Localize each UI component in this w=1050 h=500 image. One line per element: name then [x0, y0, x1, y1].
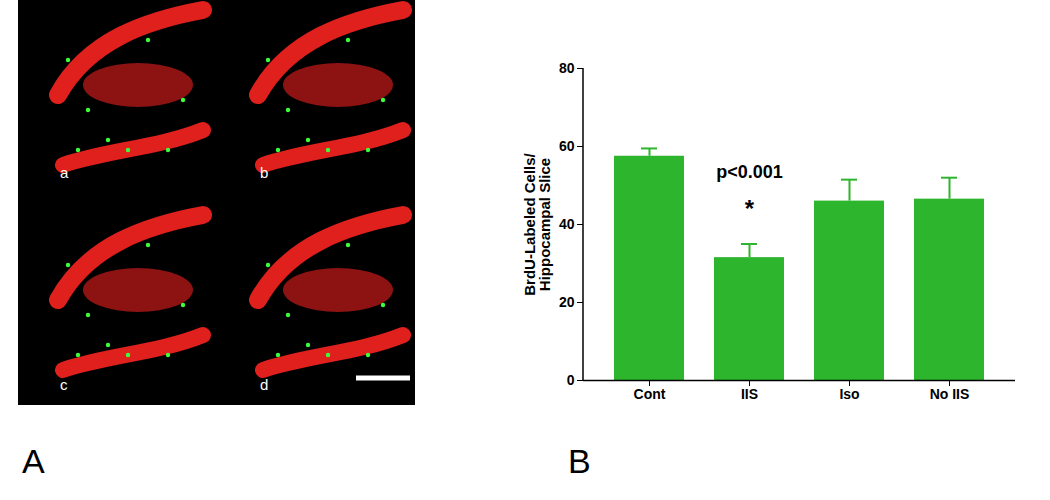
html-text:B: B — [568, 442, 591, 480]
svg-text:60: 60 — [559, 138, 575, 154]
svg-text:Cont: Cont — [634, 386, 666, 402]
svg-text:0: 0 — [567, 372, 575, 388]
svg-text:BrdU-Labeled Cells/Hippocampal: BrdU-Labeled Cells/Hippocampal Slice — [521, 152, 553, 295]
svg-text:d: d — [260, 376, 268, 393]
svg-text:80: 80 — [559, 60, 575, 76]
svg-text:c: c — [60, 376, 68, 393]
svg-text:*: * — [745, 195, 755, 222]
svg-text:40: 40 — [559, 216, 575, 232]
svg-text:a: a — [60, 164, 69, 181]
svg-text:p<0.001: p<0.001 — [716, 162, 783, 182]
html-text:A: A — [22, 442, 45, 480]
svg-text:20: 20 — [559, 294, 575, 310]
svg-text:Iso: Iso — [839, 386, 859, 402]
svg-text:No IIS: No IIS — [930, 386, 970, 402]
svg-text:b: b — [260, 164, 268, 181]
svg-text:IIS: IIS — [741, 386, 758, 402]
